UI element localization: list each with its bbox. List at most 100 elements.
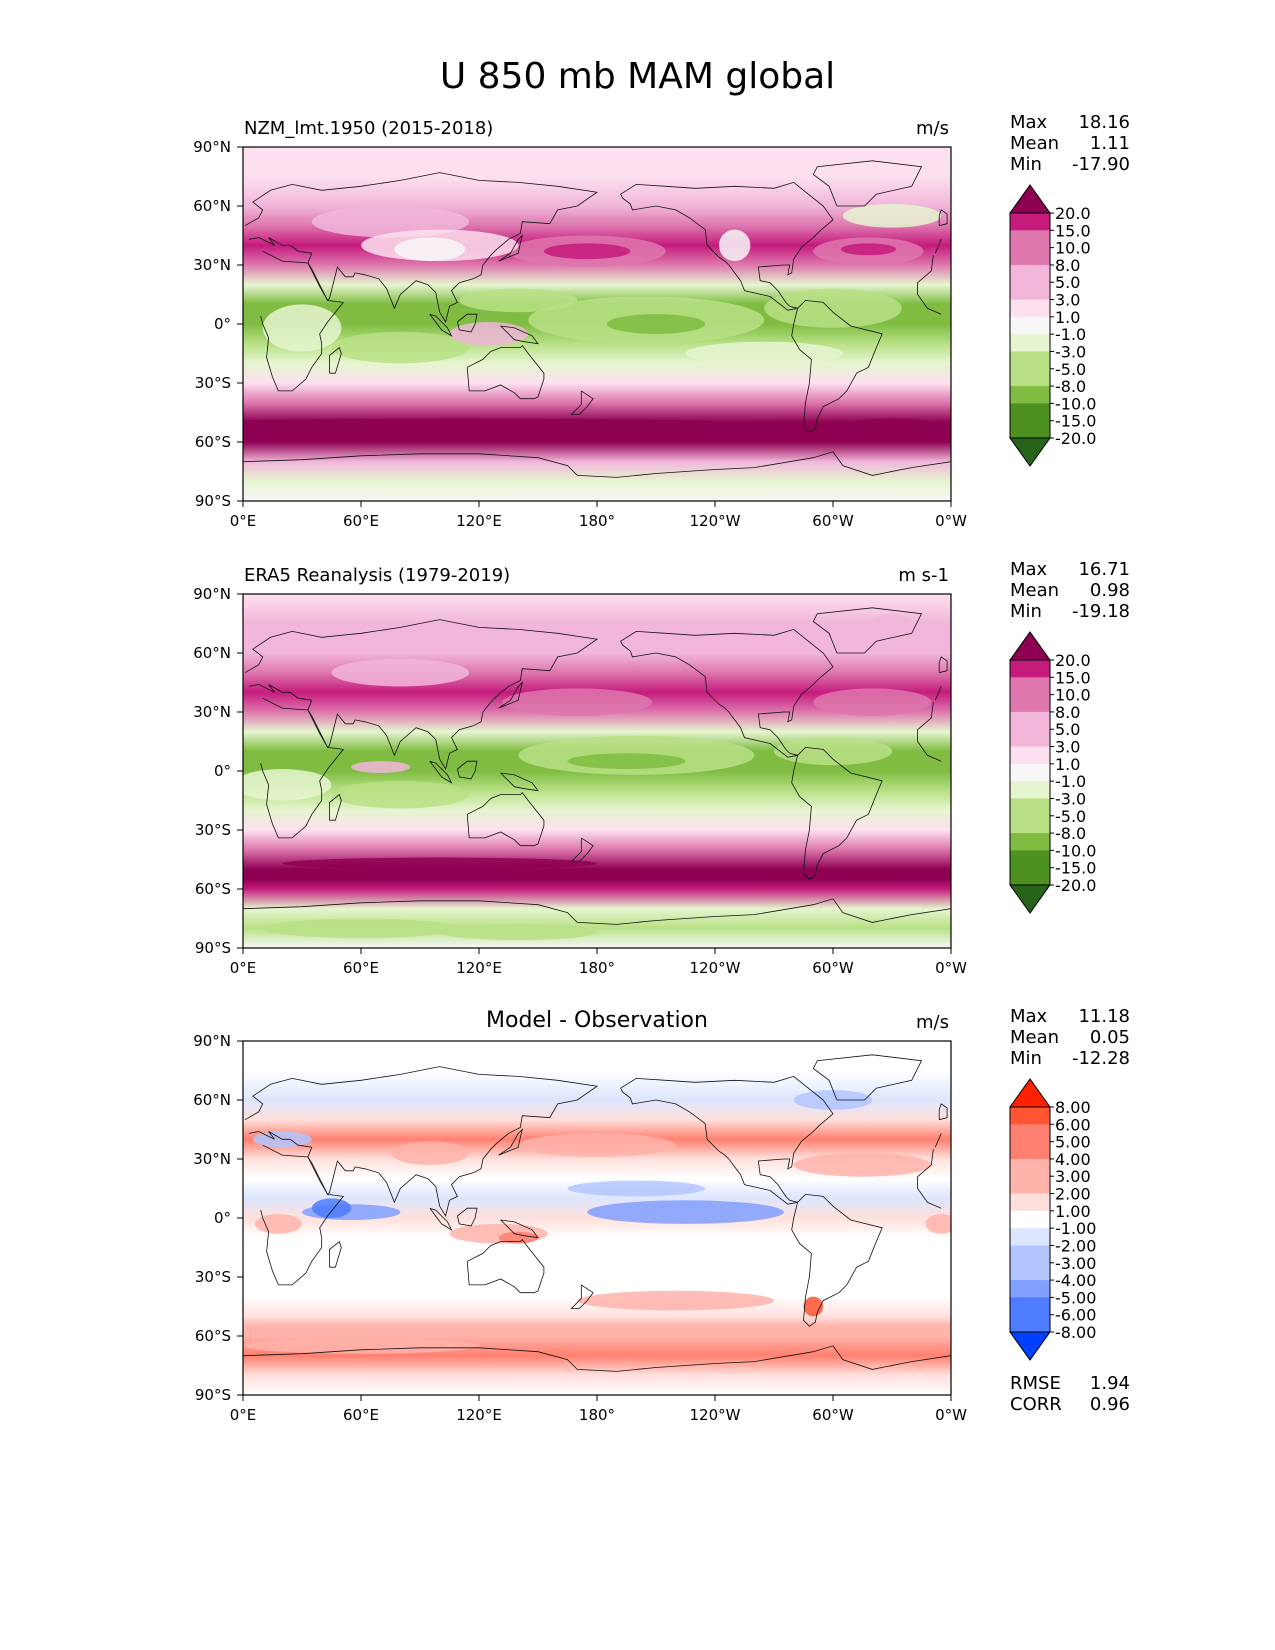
colorbar-segment [1010,386,1050,404]
y-tick-label: 60°N [193,644,231,662]
colorbar-segment [1010,316,1050,335]
colorbar-label: 8.0 [1055,256,1080,275]
colorbar-segment [1010,781,1050,799]
stat-mean-value: 1.11 [1090,133,1130,154]
wind-patch [394,237,466,262]
coastline [500,325,539,345]
stat-max-label: Max [1010,1006,1048,1027]
stats-block-model: Max 18.16 Mean 1.11 Min -17.90 [1010,112,1130,175]
colorbar-extend-max [1009,184,1051,214]
wind-patch [254,1214,302,1234]
x-tick-label: 0°E [230,959,257,977]
colorbar-label: 15.0 [1055,221,1091,240]
coastline [243,451,951,501]
colorbar-frame [1009,659,1051,886]
wind-patch [793,1090,873,1110]
colorbar-label: -8.00 [1055,1323,1096,1342]
wind-patch [803,1296,824,1317]
x-tick-label: 0°W [935,959,967,977]
figure-title: U 850 mb MAM global [439,56,836,97]
wind-patch [577,1290,775,1311]
stat-min-label: Min [1010,601,1042,622]
colorbar-segment [1010,213,1050,231]
wind-patch [311,206,470,238]
y-tick-label: 30°S [195,821,231,839]
rmse-value: 1.94 [1090,1373,1130,1394]
colorbar-label: -5.00 [1055,1288,1096,1307]
x-tick-label: 0°W [935,1406,967,1424]
x-tick-label: 120°E [456,959,502,977]
colorbar-segment [1010,1297,1050,1316]
units-label-difference: m/s [916,1012,949,1033]
coastline [429,1207,453,1231]
colorbar-label: 15.0 [1055,668,1091,687]
wind-patch [793,1153,932,1177]
coastline [466,1238,545,1294]
y-tick-label: 90°S [195,492,231,510]
colorbar-label: 10.0 [1055,239,1091,258]
wind-patch [243,1337,479,1354]
colorbar-label: -5.0 [1055,360,1086,379]
coastline [500,1219,539,1239]
colorbar-label: 3.0 [1055,291,1080,310]
corr-label: CORR [1010,1394,1062,1415]
colorbar-segment [1010,677,1050,696]
stat-mean-label: Mean [1010,580,1059,601]
coastline [429,760,453,784]
coastlines-model [243,160,951,501]
colorbar-segment [1010,264,1050,283]
y-tick-label: 0° [214,1209,231,1227]
coastline [457,1207,478,1227]
coastline [260,250,942,392]
wind-patch [774,737,892,766]
colorbar-label: -15.0 [1055,859,1096,878]
x-tick-label: 180° [579,1406,615,1424]
stats-block-observation: Max 16.71 Mean 0.98 Min -19.18 [1010,559,1130,622]
colorbar-label: -15.0 [1055,412,1096,431]
y-tick-label: 0° [214,762,231,780]
wind-patch [567,753,686,770]
wind-patch [543,243,631,260]
colorbar-label: 5.0 [1055,720,1080,739]
x-tick-label: 60°E [343,1406,379,1424]
colorbar-label: 5.00 [1055,1133,1091,1152]
coastline [498,234,524,262]
coastline [466,344,545,400]
wind-patch [331,331,470,364]
colorbar-segment [1010,798,1050,817]
colorbar-extend-min [1009,1331,1051,1361]
x-tick-label: 60°E [343,959,379,977]
stat-min-value: -12.28 [1072,1048,1130,1069]
colorbar-segment [1010,850,1050,869]
colorbar-extend-min [1009,437,1051,467]
colorbar-segment [1010,1245,1050,1264]
coastline [260,1144,942,1286]
wind-patch [390,1141,470,1165]
colorbar-label: 6.00 [1055,1115,1091,1134]
coastline [938,1103,948,1121]
coastline [466,791,545,847]
coastline [620,1075,834,1205]
colorbar-label: -8.0 [1055,824,1086,843]
wind-patch [498,1231,538,1244]
colorbar-segment [1010,1210,1050,1229]
colorbar-label: 20.0 [1055,204,1091,223]
wind-patch [243,769,332,801]
wind-patch [331,780,470,809]
stat-max-value: 16.71 [1078,559,1130,580]
colorbar-segment [1010,867,1050,886]
colorbar-label: -1.0 [1055,772,1086,791]
panel-model: NZM_lmt.1950 (2015-2018) m/s 0°E 60°E 120°… [193,112,1130,530]
stat-min-value: -19.18 [1072,601,1130,622]
wind-patch [925,1214,951,1234]
coastline [791,746,883,880]
x-tick-label: 0°W [935,512,967,530]
colorbar-segment [1010,1262,1050,1281]
coastline [498,1128,524,1156]
colorbar-segment [1010,1314,1050,1333]
colorbar-segment [1010,833,1050,851]
panel-title-observation: ERA5 Reanalysis (1979-2019) [244,565,510,586]
coastline [812,1054,923,1101]
colorbar-label: -10.0 [1055,394,1096,413]
